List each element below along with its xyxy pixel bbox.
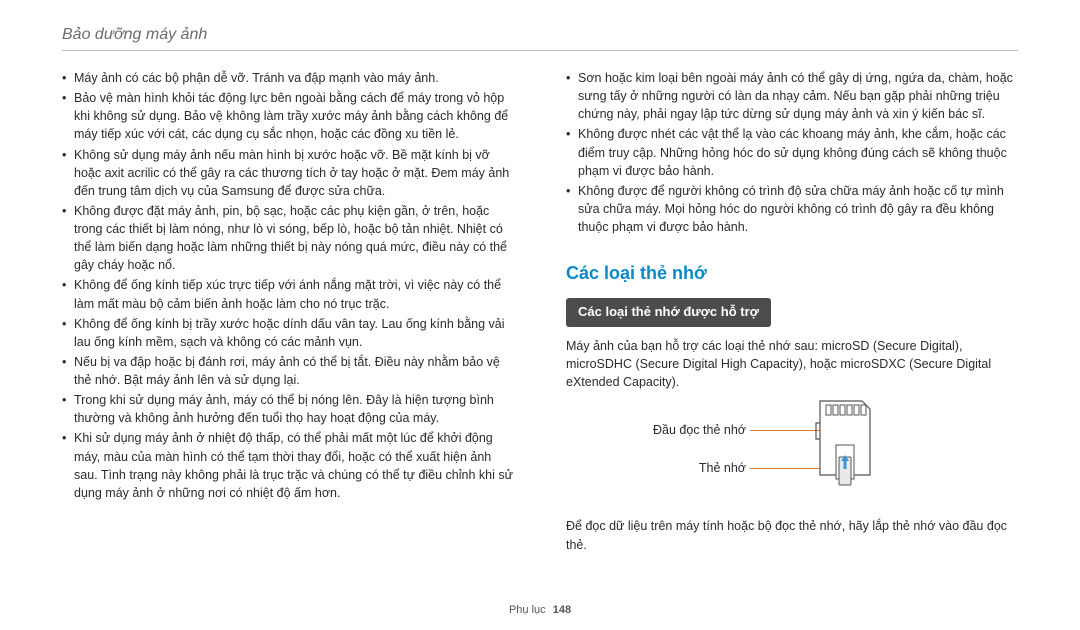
diagram-label-reader: Đầu đọc thẻ nhớ <box>646 421 746 439</box>
list-item: Không được nhét các vật thể lạ vào các k… <box>566 125 1018 179</box>
right-column: Sơn hoặc kim loại bên ngoài máy ảnh có t… <box>566 69 1018 562</box>
list-item: Bảo vệ màn hình khỏi tác động lực bên ng… <box>62 89 514 143</box>
list-item: Nếu bị va đập hoặc bị đánh rơi, máy ảnh … <box>62 353 514 389</box>
bottom-text: Để đọc dữ liệu trên máy tính hoặc bộ đọc… <box>566 517 1018 553</box>
footer-page-number: 148 <box>553 604 571 616</box>
page-header: Bảo dưỡng máy ảnh <box>62 26 1018 51</box>
section-title: Các loại thẻ nhớ <box>566 260 1018 286</box>
sd-card-diagram: Đầu đọc thẻ nhớ Thẻ nhớ <box>566 399 1018 509</box>
list-item: Trong khi sử dụng máy ảnh, máy có thể bị… <box>62 391 514 427</box>
right-bullet-list: Sơn hoặc kim loại bên ngoài máy ảnh có t… <box>566 69 1018 236</box>
diagram-label-card: Thẻ nhớ <box>646 459 746 477</box>
support-text: Máy ảnh của bạn hỗ trợ các loại thẻ nhớ … <box>566 337 1018 391</box>
subsection-bar: Các loại thẻ nhớ được hỗ trợ <box>566 298 771 327</box>
page-footer: Phụ lục 148 <box>0 604 1080 616</box>
two-column-layout: Máy ảnh có các bộ phận dễ vỡ. Tránh va đ… <box>62 69 1018 562</box>
left-column: Máy ảnh có các bộ phận dễ vỡ. Tránh va đ… <box>62 69 514 562</box>
list-item: Không để ống kính tiếp xúc trực tiếp với… <box>62 276 514 312</box>
sd-card-icon <box>814 399 876 500</box>
list-item: Không để ống kính bị trầy xước hoặc dính… <box>62 315 514 351</box>
footer-section: Phụ lục <box>509 604 546 616</box>
list-item: Máy ảnh có các bộ phận dễ vỡ. Tránh va đ… <box>62 69 514 87</box>
list-item: Sơn hoặc kim loại bên ngoài máy ảnh có t… <box>566 69 1018 123</box>
left-bullet-list: Máy ảnh có các bộ phận dễ vỡ. Tránh va đ… <box>62 69 514 502</box>
list-item: Khi sử dụng máy ảnh ở nhiệt độ thấp, có … <box>62 429 514 502</box>
list-item: Không sử dụng máy ảnh nếu màn hình bị xư… <box>62 146 514 200</box>
list-item: Không được để người không có trình độ sử… <box>566 182 1018 236</box>
list-item: Không được đặt máy ảnh, pin, bộ sạc, hoặ… <box>62 202 514 275</box>
